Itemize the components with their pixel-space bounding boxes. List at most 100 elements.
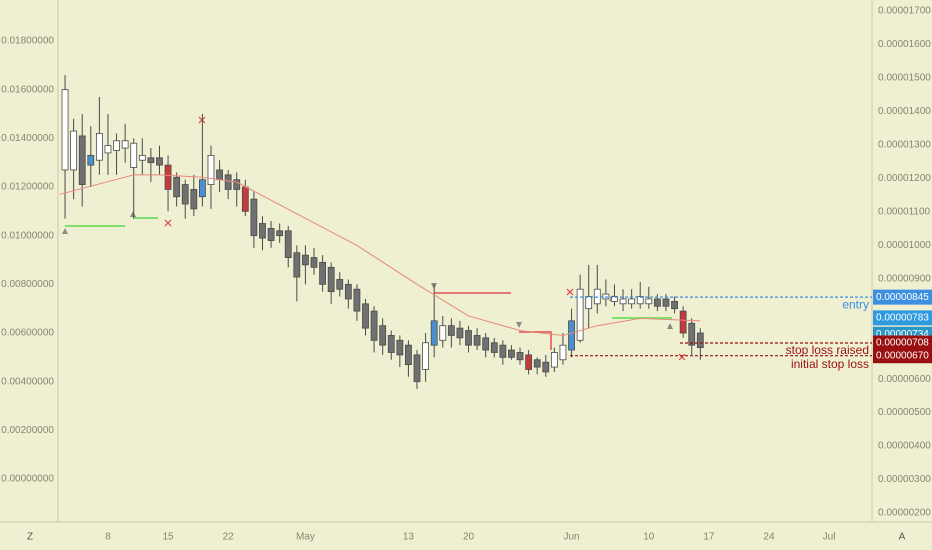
candle-body <box>362 303 369 329</box>
candle-body <box>671 300 678 310</box>
candle-body <box>422 342 429 370</box>
candle-body <box>70 130 78 171</box>
candle-body <box>499 344 507 358</box>
candle-body <box>241 186 249 212</box>
y-tick-label: 0.01400000 <box>1 133 54 144</box>
candle-body <box>379 325 387 346</box>
candle-body <box>104 145 112 154</box>
candle-body <box>130 142 138 168</box>
candle-body <box>216 169 223 181</box>
candle-body <box>207 154 215 185</box>
candle-body <box>327 266 335 293</box>
x-tick-label: 22 <box>223 532 235 543</box>
y2-tick-label: 0.00001000 <box>878 240 931 251</box>
moving-average <box>59 174 701 336</box>
candle-body <box>370 310 378 341</box>
candle-body <box>628 298 636 305</box>
price-label: 0.00000845 <box>876 292 929 303</box>
candle-body <box>413 354 421 383</box>
candle-body <box>310 257 318 268</box>
candle-body <box>250 198 258 237</box>
candle-body <box>267 227 275 241</box>
candle-body <box>190 189 198 210</box>
candle-body <box>447 325 455 336</box>
candle-body <box>113 140 120 151</box>
x-tick-label: 20 <box>463 532 475 543</box>
candle-body <box>353 288 361 312</box>
candle-body <box>542 361 550 373</box>
candle-body <box>405 344 412 366</box>
candle-body <box>284 230 292 258</box>
candle-body <box>430 320 438 346</box>
y2-tick-label: 0.00001400 <box>878 106 931 117</box>
candle-body <box>293 252 301 278</box>
price-label-box <box>873 348 932 364</box>
candle-body <box>585 296 593 310</box>
candle-body <box>593 288 601 305</box>
candle-body <box>344 283 352 300</box>
y2-tick-label: 0.00000900 <box>878 273 931 284</box>
scale-button[interactable]: A <box>899 532 906 543</box>
y-tick-label: 0.01200000 <box>1 182 54 193</box>
candle-body <box>95 133 103 161</box>
candle-body <box>696 332 704 349</box>
y2-tick-label: 0.00000500 <box>878 407 931 418</box>
candle-body <box>181 184 189 205</box>
y-tick-label: 0.00200000 <box>1 425 54 436</box>
axes: 0.01800000 0.01600000 0.01400000 0.01200000… <box>1 6 932 543</box>
candle-body <box>602 293 610 300</box>
candle-body <box>259 223 266 239</box>
candle-body <box>387 335 395 353</box>
candle-body <box>121 140 129 149</box>
candle-body <box>173 176 181 198</box>
candle-body <box>198 179 206 198</box>
y2-tick-label: 0.00001200 <box>878 173 931 184</box>
candle-body <box>559 344 567 361</box>
candle-body <box>619 298 627 305</box>
y2-tick-label: 0.00001500 <box>878 73 931 84</box>
x-tick-label: 24 <box>763 532 775 543</box>
price-label: 0.00000734 <box>876 329 929 340</box>
y2-tick-label: 0.00001100 <box>878 206 931 217</box>
x-tick-label: 8 <box>105 532 111 543</box>
candle-body <box>490 342 498 353</box>
y2-tick-label: 0.00000300 <box>878 474 931 485</box>
candle-body <box>138 154 146 161</box>
candle-body <box>508 349 515 358</box>
candle-body <box>525 354 533 370</box>
scale-button[interactable]: Z <box>27 532 33 543</box>
candle-body <box>576 288 584 341</box>
y2-tick-label: 0.00000600 <box>878 374 931 385</box>
x-tick-label: 10 <box>643 532 655 543</box>
candle-body <box>645 298 653 305</box>
y2-tick-label: 0.00000400 <box>878 441 931 452</box>
y2-tick-label: 0.00001700 <box>878 6 931 17</box>
x-tick-label: Jul <box>823 532 836 543</box>
x-tick-label: May <box>296 532 315 543</box>
x-tick-label: Jun <box>563 532 579 543</box>
price-label-box <box>873 289 932 305</box>
candle-body <box>276 230 284 237</box>
level-annotation: entry <box>842 297 869 311</box>
candle-body <box>233 179 241 190</box>
candle-body <box>147 157 155 164</box>
candle-body <box>679 310 687 334</box>
y2-tick-label: 0.00001600 <box>878 39 931 50</box>
candle-body <box>611 296 618 302</box>
y-tick-label: 0.00800000 <box>1 279 54 290</box>
candle-body <box>653 298 661 307</box>
y2-tick-label: 0.00001300 <box>878 140 931 151</box>
price-label: 0.00000708 <box>876 338 929 349</box>
candle-body <box>568 320 575 351</box>
candle-body <box>439 325 447 341</box>
y-tick-label: 0.01000000 <box>1 230 54 241</box>
candle-body <box>164 164 172 190</box>
candle-body <box>482 337 490 351</box>
candle-body <box>473 335 481 346</box>
candle-body <box>456 327 464 339</box>
y-tick-label: 0.01600000 <box>1 84 54 95</box>
candle-body <box>61 89 69 171</box>
x-tick-label: 15 <box>162 532 174 543</box>
